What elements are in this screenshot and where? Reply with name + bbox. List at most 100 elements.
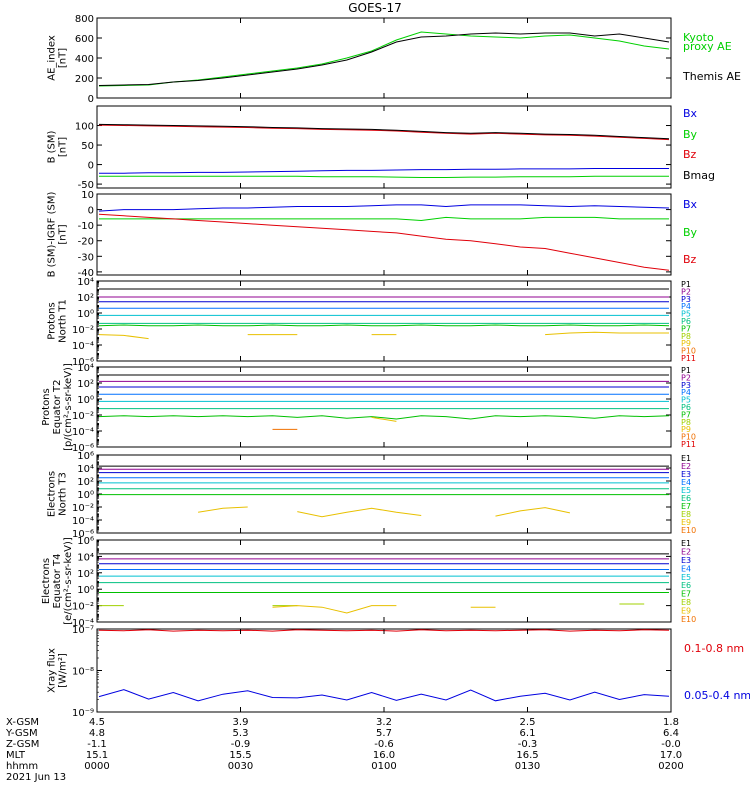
- time-axis-cell: 16.5: [516, 750, 538, 761]
- plot-date: 2021 Jun 13: [6, 772, 66, 783]
- time-axis-cell: 4.5: [89, 717, 105, 728]
- time-axis-cell: 0000: [84, 761, 109, 772]
- y-axis-label-line: [W/m²]: [58, 653, 69, 688]
- y-axis-label-line: Equator T2: [52, 380, 63, 435]
- panel-frame: [96, 280, 672, 362]
- legend-label: proxy AE: [683, 40, 732, 53]
- legend-label: E3: [681, 470, 691, 479]
- y-tick-label: 10⁰: [77, 395, 94, 406]
- y-axis-label: Protons North T1: [47, 299, 69, 343]
- y-axis-label: Protons Equator T2 [p/(cm²-s-sr-keV)]: [41, 363, 74, 451]
- panel-6: 10⁶ 10⁴ 10² 10⁰ 10⁻² 10⁻⁴ 10⁻⁶ Electrons North T…: [47, 451, 697, 540]
- legend-label: E1: [681, 539, 691, 548]
- time-axis-cell: 1.8: [663, 717, 679, 728]
- panel-2: -50 0 50 100 B (SM) [nT] Bx By Bz Bmag: [47, 105, 715, 191]
- y-tick-label: 10⁻⁸: [72, 667, 94, 678]
- legend-label: P4: [681, 388, 691, 397]
- y-tick-label: -40: [78, 268, 94, 279]
- legend-label: E6: [681, 494, 691, 503]
- series-line-P9: [371, 416, 397, 422]
- time-axis-cell: 6.1: [520, 728, 536, 739]
- y-tick-label: 10⁰: [77, 490, 94, 501]
- panel-3: -40 -30 -20 -10 0 10 B (SM)-IGRF (SM) [nT] Bx By B…: [47, 190, 698, 279]
- y-tick-label: 10⁻⁴: [72, 516, 94, 527]
- legend-label: P10: [681, 347, 696, 356]
- y-tick-label: 10⁻⁴: [72, 427, 94, 438]
- legend-label: E10: [681, 526, 696, 535]
- legend-label: P11: [681, 354, 696, 363]
- y-tick-label: 10⁻²: [72, 411, 94, 422]
- y-tick-label: 10²: [77, 293, 94, 304]
- time-axis-cell: 15.1: [86, 750, 108, 761]
- legend-label: P7: [681, 324, 691, 333]
- y-tick-label: -20: [78, 237, 94, 248]
- legend-label: Themis AE: [682, 70, 741, 83]
- legend-label: Bz: [683, 148, 697, 161]
- y-tick-label: -10: [78, 221, 94, 232]
- series-line-P9: [545, 331, 669, 336]
- y-tick-label: 10⁻²: [72, 602, 94, 613]
- y-tick-label: 10⁴: [77, 363, 94, 374]
- time-axis-cell: 0200: [658, 761, 683, 772]
- legend-label: E9: [681, 607, 691, 616]
- y-tick-label: 10⁻²: [72, 503, 94, 514]
- series-line-P9: [98, 334, 149, 340]
- legend-label: By: [683, 128, 698, 141]
- y-tick-label: 10⁻⁶: [72, 357, 94, 368]
- y-tick-label: 100: [75, 122, 94, 133]
- legend-label: By: [683, 226, 698, 239]
- y-tick-label: 10⁴: [77, 277, 94, 288]
- series-line-Themis-AE: [98, 32, 670, 86]
- y-tick-label: 0: [88, 161, 94, 172]
- legend-label: 0.05-0.4 nm: [684, 689, 750, 702]
- legend-label: P5: [681, 310, 691, 319]
- time-axis-cell: 3.9: [233, 717, 249, 728]
- legend-label: E7: [681, 590, 691, 599]
- time-axis-row-name: X-GSM: [6, 717, 39, 728]
- series-line-E9: [272, 605, 397, 614]
- y-tick-label: 10⁻⁴: [72, 618, 94, 629]
- y-axis-label-line: [nT]: [58, 137, 69, 157]
- legend-label: P11: [681, 440, 696, 449]
- legend-label: P3: [681, 381, 691, 390]
- y-tick-label: 10⁴: [77, 464, 94, 475]
- time-axis-cell: -1.1: [87, 739, 107, 750]
- legend-label: E4: [681, 478, 691, 487]
- series-line-Bz: [98, 124, 670, 141]
- legend-label: E6: [681, 581, 691, 590]
- y-tick-label: 10⁻²: [72, 325, 94, 336]
- y-tick-label: 10²: [77, 477, 94, 488]
- time-axis-cell: 17.0: [660, 750, 682, 761]
- legend-label: E8: [681, 598, 691, 607]
- legend-label: Bx: [683, 107, 698, 120]
- legend-label: P8: [681, 418, 691, 427]
- y-axis-label: AE_index [nT]: [47, 35, 69, 81]
- y-tick-label: 10⁻⁷: [72, 625, 94, 636]
- y-tick-label: 10⁻⁴: [72, 341, 94, 352]
- panel-frame: [96, 17, 672, 99]
- series-line-By: [99, 175, 669, 178]
- legend-label: P2: [681, 287, 691, 296]
- y-tick-label: 10: [81, 190, 94, 201]
- y-axis-label-line: Protons: [47, 302, 58, 339]
- time-axis-row-name: MLT: [6, 750, 26, 761]
- legend-label: E2: [681, 547, 691, 556]
- y-tick-label: -30: [78, 252, 94, 263]
- panel-frame: [96, 366, 672, 448]
- time-axis-cell: -0.9: [231, 739, 251, 750]
- time-axis-cell: 0030: [228, 761, 253, 772]
- time-axis-cell: 3.2: [376, 717, 392, 728]
- y-axis-label-line: Xray flux: [47, 648, 58, 693]
- legend-label: E7: [681, 502, 691, 511]
- y-axis-label-line: Equator T4: [52, 554, 63, 609]
- time-axis-cell: -0.0: [661, 739, 681, 750]
- legend-label: Bx: [683, 198, 698, 211]
- y-tick-label: 50: [81, 141, 94, 152]
- time-axis-row-name: Z-GSM: [6, 739, 39, 750]
- time-axis-cell: 0100: [371, 761, 396, 772]
- series-line-0.05-0.4-nm: [98, 689, 670, 702]
- legend-label: P3: [681, 295, 691, 304]
- y-axis-label-line: North T1: [58, 299, 69, 343]
